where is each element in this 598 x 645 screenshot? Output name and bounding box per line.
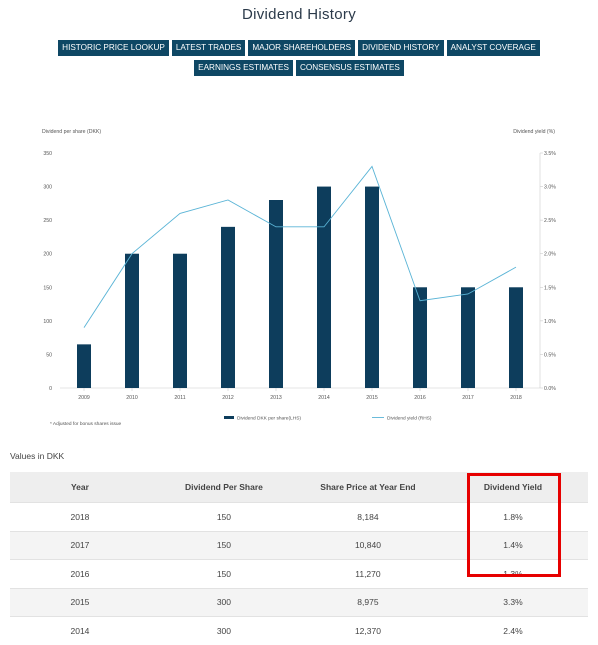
legend-label-dividend: Dividend DKK per share(LHS): [237, 416, 301, 422]
cell-dividend: 150: [149, 559, 298, 588]
cell-yield: 1.8%: [437, 502, 588, 531]
nav-historic-price-lookup[interactable]: HISTORIC PRICE LOOKUP: [58, 40, 169, 56]
nav-earnings-estimates[interactable]: EARNINGS ESTIMATES: [194, 60, 293, 76]
y2-tick-label: 3.0%: [544, 185, 556, 191]
header-dividend-yield: Dividend Yield: [437, 472, 588, 503]
x-tick-label: 2010: [126, 395, 138, 401]
y2-tick-label: 3.5%: [544, 151, 556, 157]
cell-year: 2017: [10, 530, 150, 560]
cell-price: 8,975: [297, 587, 438, 617]
y-tick-label: 250: [43, 218, 52, 224]
bar-2017: [461, 287, 475, 388]
header-share-price: Share Price at Year End: [297, 472, 438, 503]
legend-label-yield: Dividend yield (RHS): [387, 416, 432, 422]
y2-tick-label: 1.5%: [544, 285, 556, 291]
cell-price: 11,270: [297, 559, 438, 588]
yield-line: [83, 165, 517, 328]
y2-tick-label: 2.5%: [544, 218, 556, 224]
cell-year: 2015: [10, 587, 150, 617]
header-year: Year: [10, 472, 150, 503]
table-row: 2017 150 10,840 1.4%: [10, 530, 588, 560]
y-tick-label: 50: [46, 352, 52, 358]
legend-swatch-dividend: [224, 416, 234, 419]
cell-dividend: 150: [149, 502, 298, 531]
cell-year: 2016: [10, 559, 150, 588]
x-tick-label: 2009: [78, 395, 90, 401]
bar-2011: [173, 253, 187, 388]
nav-analyst-coverage[interactable]: ANALYST COVERAGE: [446, 40, 540, 56]
cell-dividend: 300: [149, 587, 298, 617]
cell-year: 2014: [10, 616, 150, 645]
nav-bar: HISTORIC PRICE LOOKUP LATEST TRADES MAJO…: [14, 40, 584, 76]
table-header-row: Year Dividend Per Share Share Price at Y…: [10, 472, 588, 503]
bar-2010: [125, 253, 139, 388]
values-label: Values in DKK: [10, 451, 65, 461]
y2-axis-title: Dividend yield (%): [513, 129, 555, 135]
cell-yield: 1.3%: [437, 559, 588, 588]
bar-2018: [509, 287, 523, 388]
cell-dividend: 300: [149, 616, 298, 645]
cell-yield: 1.4%: [437, 530, 588, 560]
y-tick-label: 0: [49, 386, 52, 392]
dividend-table: Year Dividend Per Share Share Price at Y…: [10, 472, 588, 645]
cell-price: 12,370: [297, 616, 438, 645]
x-tick-label: 2016: [414, 395, 426, 401]
cell-price: 10,840: [297, 530, 438, 560]
page-title: Dividend History: [241, 6, 356, 23]
bar-2013: [269, 200, 283, 388]
table-row: 2016 150 11,270 1.3%: [10, 559, 588, 588]
dividend-chart: Dividend per share (DKK) Dividend yield (…: [42, 129, 556, 427]
y-tick-label: 200: [43, 252, 52, 258]
nav-latest-trades[interactable]: LATEST TRADES: [171, 40, 246, 56]
cell-year: 2018: [10, 502, 150, 531]
x-tick-label: 2011: [174, 395, 185, 401]
y2-tick-label: 0.5%: [544, 352, 556, 358]
y-tick-label: 100: [43, 319, 52, 325]
cell-yield: 2.4%: [437, 616, 588, 645]
x-tick-label: 2013: [270, 395, 282, 401]
y2-tick-label: 1.0%: [544, 319, 556, 325]
x-tick-label: 2012: [222, 395, 234, 401]
table-row: 2018 150 8,184 1.8%: [10, 502, 588, 531]
bar-2012: [221, 226, 235, 388]
table-row: 2015 300 8,975 3.3%: [10, 587, 588, 617]
chart-footnote: * Adjusted for bonus shares issue: [50, 421, 122, 427]
y-tick-label: 300: [43, 185, 52, 191]
y-tick-label: 350: [43, 151, 52, 157]
nav-major-shareholders[interactable]: MAJOR SHAREHOLDERS: [248, 40, 356, 56]
bar-2014: [317, 186, 331, 388]
y2-tick-label: 0.0%: [544, 386, 556, 392]
y-axis-title: Dividend per share (DKK): [42, 129, 101, 135]
nav-consensus-estimates[interactable]: CONSENSUS ESTIMATES: [295, 60, 404, 76]
cell-dividend: 150: [149, 530, 298, 560]
cell-yield: 3.3%: [437, 587, 588, 617]
bar-2015: [365, 186, 379, 388]
bar-2009: [77, 344, 91, 388]
table-row: 2014 300 12,370 2.4%: [10, 616, 588, 645]
cell-price: 8,184: [297, 502, 438, 531]
header-dividend-per-share: Dividend Per Share: [149, 472, 298, 503]
x-tick-label: 2017: [462, 395, 474, 401]
nav-dividend-history[interactable]: DIVIDEND HISTORY: [358, 40, 444, 56]
y-tick-label: 150: [43, 285, 52, 291]
bar-2016: [413, 287, 427, 388]
y2-tick-label: 2.0%: [544, 252, 556, 258]
x-tick-label: 2018: [510, 395, 522, 401]
x-tick-label: 2014: [318, 395, 330, 401]
x-tick-label: 2015: [366, 395, 378, 401]
